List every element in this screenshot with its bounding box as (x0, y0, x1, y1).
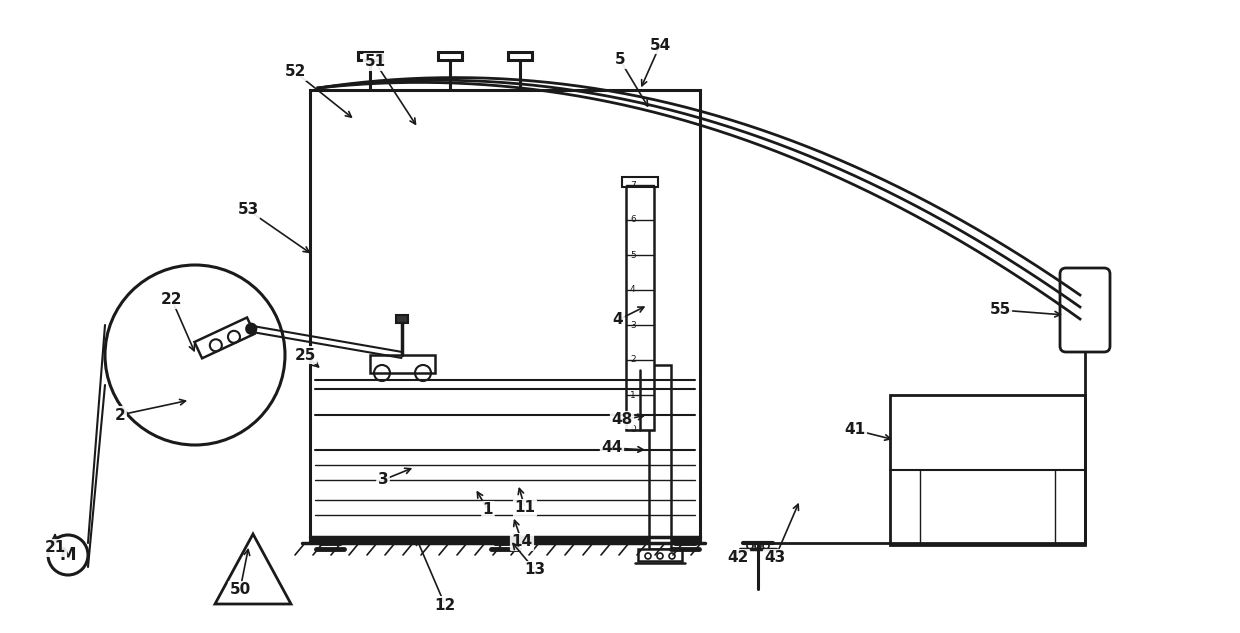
Text: 22: 22 (161, 292, 182, 308)
Circle shape (763, 543, 769, 549)
Bar (370, 355, 435, 373)
Text: 0: 0 (630, 425, 636, 434)
Text: 12: 12 (434, 598, 455, 613)
Circle shape (247, 324, 257, 334)
Bar (396, 315, 408, 323)
Circle shape (657, 553, 663, 559)
Bar (626, 185, 653, 430)
Text: 43: 43 (764, 551, 786, 565)
FancyBboxPatch shape (1060, 268, 1110, 352)
Bar (622, 177, 658, 187)
Text: 3: 3 (630, 320, 636, 330)
Text: 55: 55 (990, 303, 1011, 318)
Text: 13: 13 (525, 563, 546, 577)
Text: 3: 3 (378, 472, 388, 487)
Text: 52: 52 (284, 65, 306, 80)
Text: 41: 41 (844, 422, 866, 437)
Polygon shape (215, 534, 291, 604)
Text: 54: 54 (650, 37, 671, 53)
Circle shape (746, 543, 753, 549)
Circle shape (670, 553, 675, 559)
Text: 11: 11 (515, 501, 536, 515)
Text: M: M (60, 546, 76, 564)
Text: 50: 50 (229, 582, 250, 598)
Bar (649, 365, 671, 549)
Text: 48: 48 (611, 413, 632, 427)
Circle shape (247, 324, 257, 334)
Circle shape (755, 543, 761, 549)
Text: 25: 25 (294, 348, 316, 363)
Text: 44: 44 (601, 441, 622, 456)
Text: 14: 14 (511, 534, 532, 549)
Text: 4: 4 (613, 313, 624, 327)
Text: 51: 51 (365, 54, 386, 70)
Text: 42: 42 (728, 551, 749, 565)
Bar (310, 90, 701, 540)
Text: 2: 2 (630, 356, 636, 365)
Text: 21: 21 (45, 541, 66, 556)
Polygon shape (195, 318, 254, 358)
Circle shape (645, 553, 651, 559)
Text: 6: 6 (630, 215, 636, 225)
Bar (438, 52, 463, 60)
Text: 2: 2 (114, 408, 125, 422)
Text: 5: 5 (630, 251, 636, 260)
Bar (358, 52, 382, 60)
Text: 5: 5 (615, 53, 625, 68)
Bar (639, 549, 682, 561)
Text: 1: 1 (630, 391, 636, 399)
Text: 4: 4 (630, 285, 636, 294)
Text: 53: 53 (237, 203, 259, 218)
Bar (890, 395, 1085, 545)
Bar (508, 52, 532, 60)
Text: 1: 1 (482, 503, 494, 518)
Text: 7: 7 (630, 180, 636, 189)
